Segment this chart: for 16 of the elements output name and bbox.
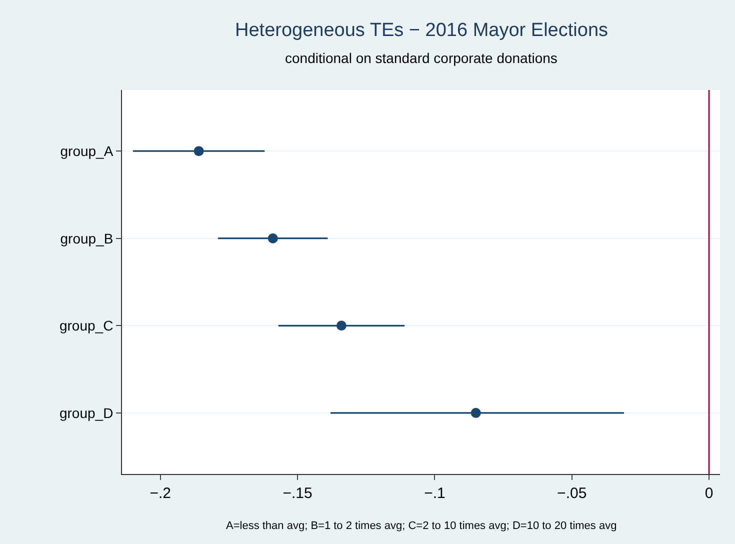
y-tick-label: group_C — [59, 318, 114, 334]
text: A=less than avg; B=1 to 2 times avg; C=2 to 10 times avg; D=10 to 20 times avg — [226, 520, 617, 532]
y-tick-label: group_B — [60, 230, 114, 246]
point — [336, 320, 346, 331]
x-tick-label: −.2 — [150, 485, 172, 502]
y-tick-label: group_A — [60, 142, 114, 159]
y-tick-label: group_D — [59, 404, 114, 421]
point — [268, 233, 278, 244]
point — [470, 408, 481, 418]
x-tick-label: −.15 — [282, 485, 312, 502]
chart-title: Heterogeneous TEs − 2016 Mayor Elections — [235, 20, 608, 41]
point — [194, 146, 204, 156]
x-tick-label: 0 — [704, 485, 714, 502]
x-tick-label: −.1 — [424, 485, 446, 502]
x-tick-label: −.05 — [557, 485, 587, 502]
chart-subtitle: conditional on standard corporate donations — [285, 50, 558, 66]
